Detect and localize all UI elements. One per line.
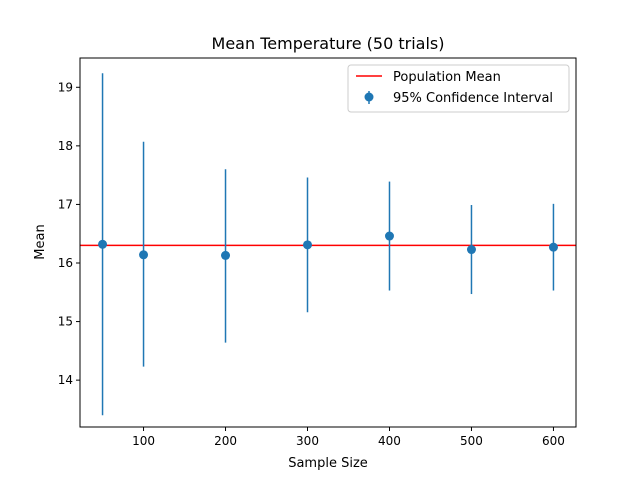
y-tick-label-17: 17 (58, 197, 73, 211)
x-tick-label-100: 100 (132, 434, 155, 448)
x-tick-label-300: 300 (296, 434, 319, 448)
plot-frame (79, 57, 577, 428)
axis-ticks: 100 200 300 400 500 600 14 15 16 17 18 19 (58, 80, 565, 448)
x-axis-label: Sample Size (288, 456, 368, 471)
x-tick-label-500: 500 (460, 434, 483, 448)
mean-marker-400 (384, 231, 394, 241)
y-tick-label-18: 18 (58, 139, 73, 153)
mean-marker-200 (221, 250, 231, 260)
chart-title: Mean Temperature (50 trials) (212, 34, 445, 53)
y-axis-label: Mean (33, 224, 48, 259)
x-tick-label-600: 600 (542, 434, 565, 448)
mean-marker-100 (139, 250, 149, 260)
y-tick-label-15: 15 (58, 315, 73, 329)
mean-marker-500 (466, 245, 476, 255)
x-tick-label-400: 400 (378, 434, 401, 448)
x-tick-label-200: 200 (214, 434, 237, 448)
legend: Population Mean 95% Confidence Interval (347, 64, 570, 113)
legend-box (347, 64, 570, 113)
legend-population-mean-label: Population Mean (393, 70, 501, 85)
y-tick-label-14: 14 (58, 373, 73, 387)
mean-marker-600 (548, 242, 558, 252)
legend-ci-swatch-marker (364, 92, 374, 102)
mean-marker-50 (98, 239, 108, 249)
mean-marker-300 (303, 240, 313, 250)
legend-ci-label: 95% Confidence Interval (393, 91, 553, 106)
plot-area (80, 73, 576, 416)
y-tick-label-19: 19 (58, 80, 73, 94)
y-tick-label-16: 16 (58, 256, 73, 270)
